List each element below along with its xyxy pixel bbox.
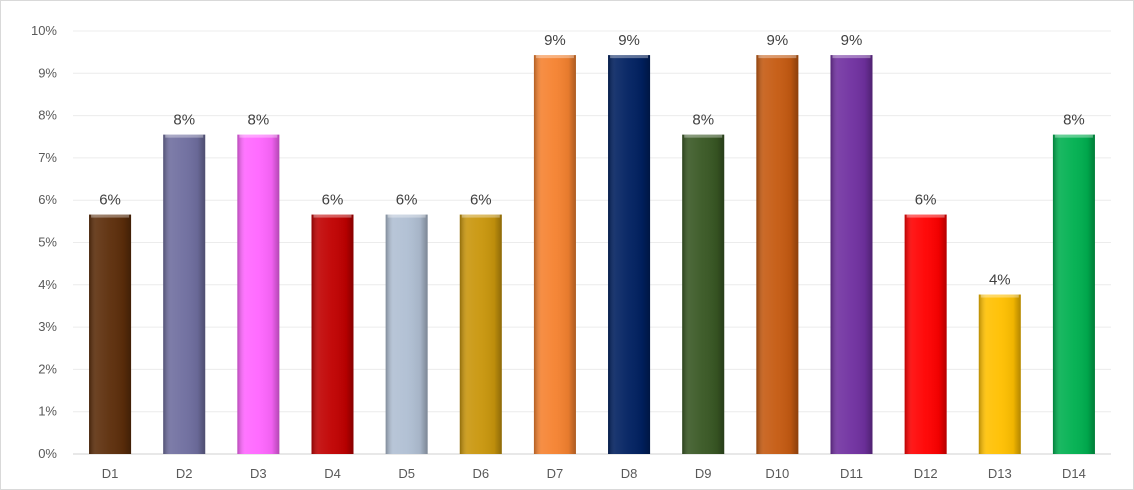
- data-label-d6: 6%: [470, 192, 492, 209]
- y-tick-label: 3%: [38, 319, 57, 334]
- y-tick-label: 0%: [38, 446, 57, 461]
- y-tick-label: 9%: [38, 65, 57, 80]
- data-label-d11: 9%: [841, 32, 863, 49]
- data-label-d10: 9%: [767, 32, 789, 49]
- bar-top-highlight: [91, 214, 130, 218]
- bar-d7: [533, 55, 576, 455]
- bar-shading: [237, 134, 280, 454]
- bar-d9: [682, 134, 725, 454]
- y-tick-label: 5%: [38, 235, 57, 250]
- y-tick-label: 10%: [31, 23, 57, 38]
- bar-shading: [978, 294, 1021, 454]
- y-tick-label: 1%: [38, 404, 57, 419]
- bar-shading: [904, 214, 947, 454]
- bar-shading: [533, 55, 576, 455]
- bar-shading: [682, 134, 725, 454]
- bar-d12: [904, 214, 947, 454]
- bar-top-highlight: [980, 294, 1019, 298]
- data-label-d4: 6%: [322, 192, 344, 209]
- bar-top-highlight: [313, 214, 352, 218]
- bar-d2: [163, 134, 206, 454]
- x-tick-label-d3: D3: [250, 466, 267, 481]
- bar-shading: [1052, 134, 1095, 454]
- y-tick-label: 8%: [38, 108, 57, 123]
- bar-d4: [311, 214, 354, 454]
- x-tick-label-d5: D5: [398, 466, 415, 481]
- y-tick-label: 4%: [38, 277, 57, 292]
- bar-top-highlight: [387, 214, 426, 218]
- bar-shading: [756, 55, 799, 455]
- bar-d8: [608, 55, 651, 455]
- y-tick-label: 2%: [38, 361, 57, 376]
- x-tick-label-d9: D9: [695, 466, 712, 481]
- bar-top-highlight: [758, 55, 797, 59]
- bar-shading: [608, 55, 651, 455]
- bar-shading: [89, 214, 132, 454]
- data-label-d12: 6%: [915, 192, 937, 209]
- bar-top-highlight: [165, 134, 204, 138]
- x-tick-label-d2: D2: [176, 466, 193, 481]
- y-axis-tick-labels: 0% 1% 2% 3% 4% 5% 6% 7% 8% 9% 10%: [31, 23, 57, 461]
- bar-shading: [163, 134, 206, 454]
- y-tick-label: 7%: [38, 150, 57, 165]
- data-label-d14: 8%: [1063, 112, 1085, 129]
- x-tick-label-d7: D7: [547, 466, 564, 481]
- bar-d14: [1052, 134, 1095, 454]
- data-label-d2: 8%: [173, 112, 195, 129]
- bar-shading: [311, 214, 354, 454]
- bar-top-highlight: [684, 134, 723, 138]
- data-label-d3: 8%: [248, 112, 270, 129]
- data-label-d1: 6%: [99, 192, 121, 209]
- x-tick-label-d13: D13: [988, 466, 1012, 481]
- x-tick-label-d8: D8: [621, 466, 638, 481]
- bar-top-highlight: [610, 55, 649, 59]
- x-tick-label-d14: D14: [1062, 466, 1086, 481]
- x-tick-label-d4: D4: [324, 466, 341, 481]
- x-tick-label-d1: D1: [102, 466, 119, 481]
- bar-top-highlight: [535, 55, 574, 59]
- bar-d10: [756, 55, 799, 455]
- bar-top-highlight: [461, 214, 500, 218]
- data-label-d13: 4%: [989, 272, 1011, 289]
- data-label-d7: 9%: [544, 32, 566, 49]
- bar-shading: [385, 214, 428, 454]
- y-tick-label: 6%: [38, 192, 57, 207]
- data-label-d5: 6%: [396, 192, 418, 209]
- bar-shading: [830, 55, 873, 455]
- x-axis-tick-labels: D1 D2 D3 D4 D5 D6 D7 D8 D9 D10 D11 D12 D13 D14: [102, 466, 1086, 481]
- bar-d3: [237, 134, 280, 454]
- bar-d13: [978, 294, 1021, 454]
- bar-top-highlight: [239, 134, 278, 138]
- x-tick-label-d11: D11: [840, 466, 863, 481]
- bar-d6: [459, 214, 502, 454]
- x-tick-label-d12: D12: [914, 466, 938, 481]
- bar-d5: [385, 214, 428, 454]
- bar-shading: [459, 214, 502, 454]
- gridlines: [73, 30, 1111, 455]
- x-tick-label-d6: D6: [472, 466, 489, 481]
- data-labels: 6% 8% 8% 6% 6% 6% 9% 9% 8% 9% 9% 6% 4% 8%: [99, 32, 1085, 288]
- x-tick-label-d10: D10: [765, 466, 789, 481]
- bar-d1: [89, 214, 132, 454]
- bar-top-highlight: [832, 55, 871, 59]
- bar-d11: [830, 55, 873, 455]
- bars: [89, 55, 1095, 455]
- bar-top-highlight: [906, 214, 945, 218]
- data-label-d9: 8%: [692, 112, 714, 129]
- data-label-d8: 9%: [618, 32, 640, 49]
- bar-top-highlight: [1054, 134, 1093, 138]
